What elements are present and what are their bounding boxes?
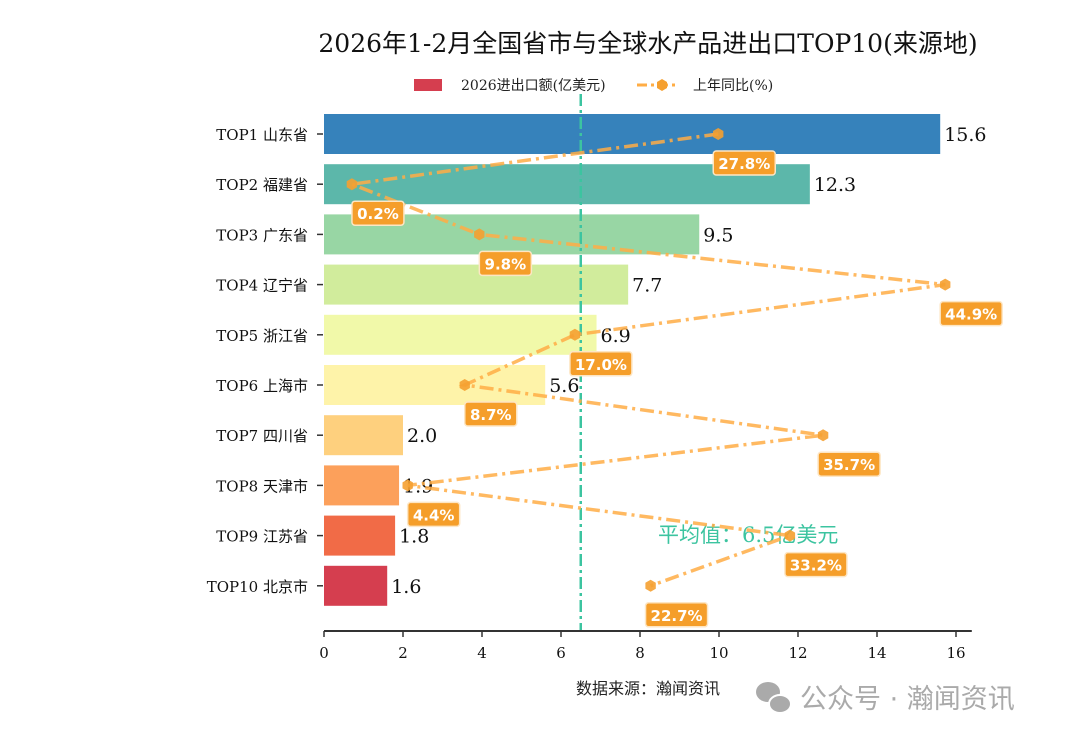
x-tick-label: 14	[867, 644, 886, 662]
watermark: 公众号 · 瀚闻资讯	[756, 682, 1015, 715]
bar-value-label: 1.6	[391, 576, 421, 598]
yoy-label: 17.0%	[575, 356, 627, 374]
average-label: 平均值：6.5亿美元	[658, 523, 838, 547]
x-tick-label: 6	[556, 644, 566, 662]
x-tick-label: 8	[635, 644, 645, 662]
legend-bar-swatch	[414, 79, 442, 91]
legend-line-label: 上年同比(%)	[693, 78, 773, 94]
yoy-label: 8.7%	[470, 406, 512, 424]
yoy-label-box	[712, 150, 776, 176]
yoy-marker	[784, 529, 796, 542]
yoy-label: 4.4%	[413, 506, 455, 524]
bar-value-label: 1.8	[399, 526, 429, 548]
bar	[324, 365, 546, 405]
y-tick-label: TOP9 江苏省	[216, 528, 308, 546]
yoy-label-box	[478, 250, 533, 277]
y-tick-label: TOP8 天津市	[216, 477, 308, 495]
y-tick-label: TOP6 上海市	[216, 377, 308, 395]
bar	[324, 114, 941, 154]
yoy-label-box	[463, 401, 518, 427]
x-tick-label: 4	[477, 644, 487, 662]
yoy-label: 27.8%	[718, 155, 770, 173]
y-tick-label: TOP10 北京市	[207, 578, 308, 596]
y-tick-label: TOP4 辽宁省	[216, 277, 308, 295]
source-note: 数据来源：瀚闻资讯	[576, 679, 720, 698]
y-tick-label: TOP3 广东省	[216, 226, 308, 244]
x-tick-label: 10	[709, 644, 728, 662]
yoy-label: 44.9%	[945, 306, 997, 324]
bar	[324, 264, 629, 305]
yoy-marker	[346, 178, 358, 191]
yoy-label: 9.8%	[485, 255, 527, 273]
yoy-marker	[713, 128, 724, 140]
legend-line-marker	[657, 79, 667, 91]
yoy-label-box	[406, 501, 461, 528]
yoy-marker	[817, 429, 829, 442]
bar	[324, 314, 597, 355]
yoy-label-box	[939, 300, 1003, 327]
x-tick-label: 2	[398, 644, 408, 662]
bar	[324, 515, 396, 556]
bar	[324, 465, 400, 506]
bar-value-label: 5.6	[549, 375, 579, 397]
yoy-label-box	[644, 602, 709, 628]
bar-value-label: 12.3	[814, 174, 856, 196]
y-tick-label: TOP7 四川省	[216, 427, 308, 445]
bar	[324, 415, 403, 456]
bar-value-label: 15.6	[944, 124, 986, 146]
watermark-text: 公众号 · 瀚闻资讯	[800, 684, 1015, 715]
yoy-line	[345, 132, 946, 588]
bar	[324, 565, 388, 606]
y-tick-label: TOP5 浙江省	[216, 327, 308, 345]
yoy-label-box	[817, 451, 881, 477]
x-tick-label: 16	[946, 644, 965, 662]
yoy-label: 22.7%	[651, 607, 703, 625]
yoy-marker	[940, 278, 951, 291]
x-tick-label: 12	[788, 644, 807, 662]
bar-value-label: 2.0	[407, 425, 437, 447]
yoy-label: 0.2%	[357, 205, 399, 223]
yoy-marker	[569, 328, 581, 341]
yoy-marker	[645, 579, 656, 592]
yoy-label-box	[784, 551, 848, 578]
yoy-label: 33.2%	[790, 557, 842, 575]
yoy-marker	[459, 379, 470, 391]
legend-bar-label: 2026进出口额(亿美元)	[461, 78, 606, 94]
y-tick-label: TOP2 福建省	[216, 176, 308, 194]
bar-value-label: 9.5	[703, 224, 733, 246]
chart-title: 2026年1-2月全国省市与全球水产品进出口TOP10(来源地)	[318, 29, 977, 58]
yoy-marker	[474, 228, 485, 241]
x-tick-label: 0	[319, 644, 329, 662]
bar-value-label: 7.7	[632, 275, 662, 297]
y-tick-label: TOP1 山东省	[216, 126, 308, 144]
yoy-label-box	[569, 351, 633, 377]
yoy-label: 35.7%	[823, 456, 875, 474]
yoy-marker	[402, 479, 413, 492]
legend: 2026进出口额(亿美元) 上年同比(%)	[414, 78, 773, 94]
yoy-label-box	[351, 200, 405, 226]
